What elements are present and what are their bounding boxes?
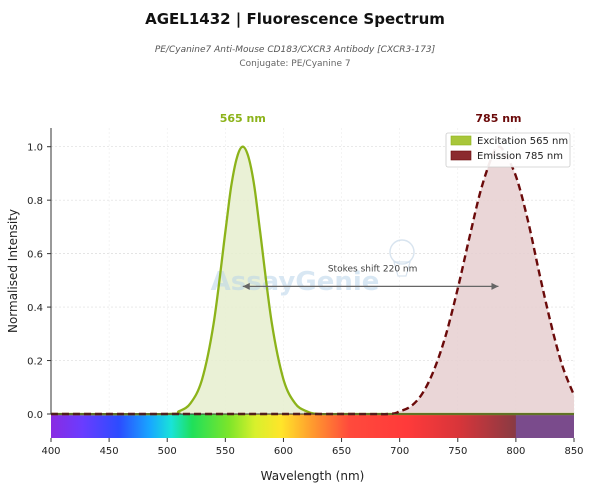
series-line-emission — [50, 145, 576, 416]
assaygenie-watermark: AssayGenie — [211, 239, 415, 297]
x-tick-label: 500 — [158, 446, 177, 457]
peak-labels: 565 nm 785 nm — [220, 112, 522, 125]
y-tick-label: 0.4 — [27, 303, 43, 314]
y-tick-label: 0.2 — [27, 357, 43, 368]
x-tick-label: 800 — [506, 446, 525, 457]
legend-label-emission: Emission 785 nm — [477, 151, 563, 162]
peak-label-emission: 785 nm — [475, 112, 521, 125]
chart-subtitle: PE/Cyanine7 Anti-Mouse CD183/CXCR3 Antib… — [154, 45, 436, 55]
visible-spectrum-bar — [51, 414, 574, 438]
legend-label-excitation: Excitation 565 nm — [477, 136, 568, 147]
y-tick-label: 0.0 — [27, 410, 43, 421]
peak-label-excitation: 565 nm — [220, 112, 266, 125]
y-tick-label: 1.0 — [27, 143, 43, 154]
y-tick-label: 0.6 — [27, 250, 43, 261]
x-tick-label: 600 — [274, 446, 293, 457]
axes: 0.0 0.2 0.4 0.6 0.8 1.0 400 450 500 550 600 650 700 7… — [6, 128, 584, 483]
x-tick-label: 850 — [564, 446, 583, 457]
chart-title: AGEL1432 | Fluorescence Spectrum — [145, 10, 445, 28]
x-tick-label: 550 — [216, 446, 235, 457]
watermark-logo-icon — [389, 239, 415, 265]
spectrum-gradient — [51, 414, 574, 438]
stokes-shift-label: Stokes shift 220 nm — [328, 264, 418, 274]
stokes-shift-annotation: Stokes shift 220 nm — [242, 264, 499, 290]
x-tick-label: 650 — [332, 446, 351, 457]
x-axis-label: Wavelength (nm) — [261, 469, 365, 483]
infrared-band — [515, 414, 574, 438]
watermark-logo-body — [393, 261, 411, 277]
watermark-text: AssayGenie — [211, 267, 380, 297]
stokes-arrow-head-right — [491, 282, 499, 290]
legend-swatch-emission — [450, 150, 472, 161]
x-tick-label: 700 — [390, 446, 409, 457]
legend: Excitation 565 nm Emission 785 nm — [445, 132, 571, 168]
legend-swatch-excitation — [450, 135, 472, 146]
x-tick-label: 750 — [448, 446, 467, 457]
stokes-arrow-head-left — [242, 282, 250, 290]
conjugate-label: Conjugate: PE/Cyanine 7 — [239, 59, 351, 69]
x-tick-label: 400 — [41, 446, 60, 457]
y-axis-label: Normalised Intensity — [6, 209, 20, 333]
x-tick-label: 450 — [100, 446, 119, 457]
legend-box — [445, 132, 571, 168]
y-tick-label: 0.8 — [27, 196, 43, 207]
